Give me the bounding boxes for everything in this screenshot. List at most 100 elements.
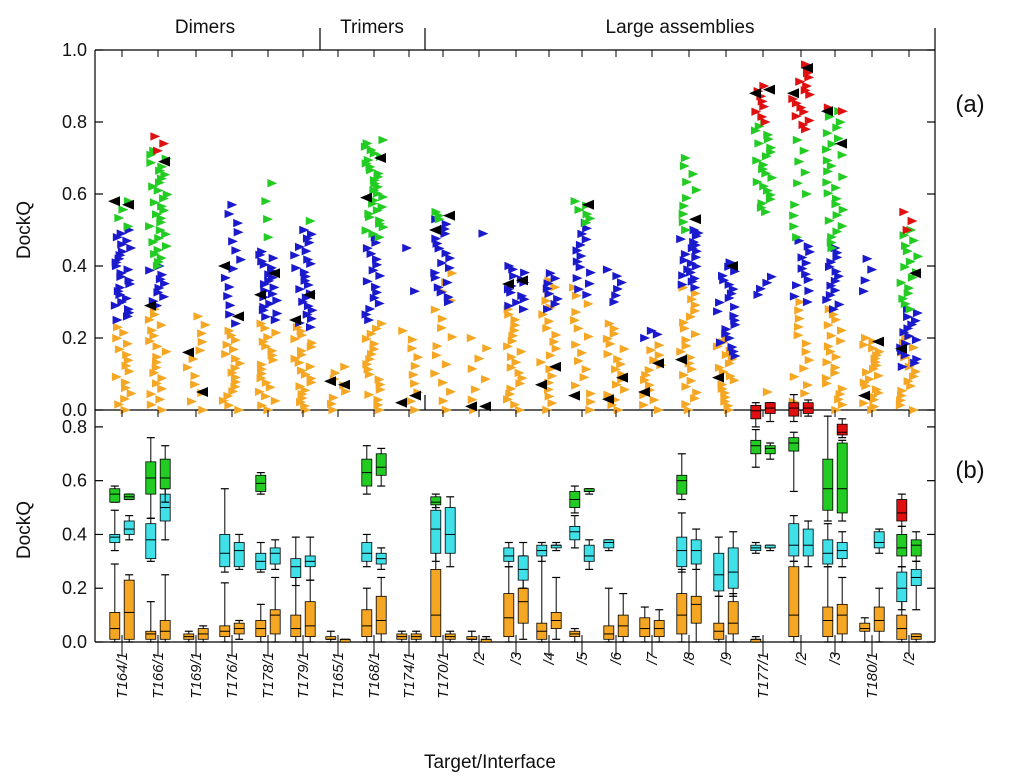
model-point (157, 373, 168, 383)
model-point (267, 346, 278, 356)
best-model-point (821, 106, 833, 117)
model-point (686, 376, 697, 386)
box-body (764, 445, 776, 455)
model-point (144, 315, 155, 325)
box-plot (304, 579, 316, 643)
model-point (550, 299, 561, 309)
model-point (860, 276, 871, 285)
model-point (912, 308, 923, 318)
model-point (830, 276, 841, 286)
model-point (112, 334, 123, 343)
box-plot (676, 453, 688, 501)
model-point (111, 258, 122, 267)
best-model-point (443, 210, 455, 221)
box-body (676, 593, 688, 635)
model-point (652, 330, 663, 339)
model-point (900, 262, 911, 272)
model-point (301, 293, 312, 302)
model-point (474, 354, 485, 363)
box-body (727, 547, 739, 589)
model-point (306, 374, 317, 383)
model-point (112, 315, 123, 325)
model-point (859, 340, 870, 350)
model-point (790, 200, 801, 209)
model-point (446, 387, 457, 396)
x-tick-label: T170/1 (435, 652, 452, 699)
model-point (340, 362, 351, 371)
model-point (605, 339, 616, 349)
model-point (437, 323, 447, 333)
model-point (413, 353, 424, 362)
model-point (728, 284, 739, 294)
box-plot (159, 445, 171, 503)
model-point (570, 316, 580, 325)
best-model-point (289, 315, 301, 325)
box-body (727, 601, 739, 635)
model-point (573, 324, 584, 333)
model-point (544, 392, 555, 401)
model-point (368, 229, 379, 239)
model-point (609, 297, 620, 307)
box-plot (361, 587, 373, 643)
x-tick-label: /2 (793, 651, 810, 665)
box-body (123, 520, 135, 535)
model-point (729, 311, 740, 321)
model-point (904, 362, 915, 371)
model-point (301, 246, 312, 256)
y-tick-label: 0.4 (62, 256, 87, 276)
model-point (913, 252, 924, 261)
model-point (788, 94, 799, 104)
box-plot (123, 515, 135, 541)
box-plot (750, 541, 762, 554)
model-point (822, 128, 833, 138)
model-point (155, 395, 166, 404)
model-point (804, 286, 815, 296)
x-tick-label: T165/1 (330, 652, 347, 699)
model-point (261, 342, 272, 351)
box-body (145, 523, 157, 560)
model-point (197, 329, 207, 338)
model-point (290, 334, 301, 344)
model-point (162, 190, 173, 199)
model-point (831, 267, 842, 276)
model-point (270, 315, 281, 325)
model-point (789, 372, 800, 381)
model-point (366, 329, 377, 338)
model-point (896, 278, 907, 287)
model-point (910, 316, 921, 325)
model-point (549, 337, 560, 346)
y-tick-label: 0.6 (62, 471, 87, 491)
model-point (434, 244, 445, 253)
model-point (681, 399, 692, 409)
box-plot (896, 566, 908, 611)
model-point (378, 192, 389, 202)
model-point (837, 107, 848, 116)
model-point (261, 378, 272, 387)
model-point (146, 158, 157, 167)
model-point (233, 218, 244, 228)
model-point (793, 322, 804, 332)
model-point (576, 251, 587, 261)
box-body (639, 617, 651, 638)
model-point (441, 360, 452, 369)
model-point (646, 345, 657, 355)
model-point (903, 324, 914, 333)
model-point (827, 232, 838, 242)
model-point (157, 202, 168, 211)
model-point (149, 198, 160, 207)
model-point (586, 397, 597, 407)
model-point (222, 340, 233, 349)
x-tick-label: /2 (901, 651, 918, 665)
model-point (300, 401, 311, 411)
model-point (822, 178, 833, 187)
model-point (795, 77, 806, 86)
model-point (571, 381, 581, 390)
box-plot (639, 606, 651, 643)
model-point (902, 246, 913, 256)
model-point (303, 280, 314, 290)
model-point (328, 393, 339, 402)
model-point (306, 259, 317, 269)
model-point (447, 269, 458, 278)
model-point (541, 296, 552, 306)
model-point (407, 335, 418, 344)
